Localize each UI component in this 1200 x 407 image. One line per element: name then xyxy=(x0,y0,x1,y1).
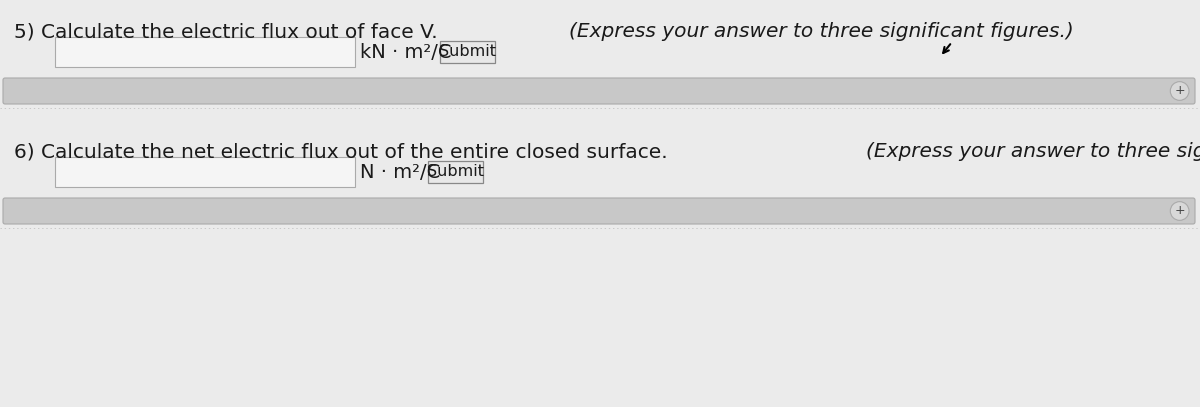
Text: (Express your answer to three significant figures.): (Express your answer to three significan… xyxy=(865,142,1200,161)
Text: kN · m²/C: kN · m²/C xyxy=(360,42,451,61)
Text: 5) Calculate the electric flux out of face V.: 5) Calculate the electric flux out of fa… xyxy=(14,22,444,41)
FancyBboxPatch shape xyxy=(2,198,1195,224)
FancyBboxPatch shape xyxy=(428,161,482,183)
Text: 6) Calculate the net electric flux out of the entire closed surface.: 6) Calculate the net electric flux out o… xyxy=(14,142,674,161)
Text: +: + xyxy=(1175,204,1184,217)
Text: Submit: Submit xyxy=(439,44,496,59)
Text: N · m²/C: N · m²/C xyxy=(360,162,440,182)
Circle shape xyxy=(1170,201,1189,220)
FancyBboxPatch shape xyxy=(55,157,355,187)
Text: Submit: Submit xyxy=(427,164,484,179)
FancyBboxPatch shape xyxy=(55,37,355,67)
Text: +: + xyxy=(1175,85,1184,98)
Text: (Express your answer to three significant figures.): (Express your answer to three significan… xyxy=(569,22,1074,41)
FancyBboxPatch shape xyxy=(2,78,1195,104)
FancyBboxPatch shape xyxy=(440,41,496,63)
Circle shape xyxy=(1170,82,1189,101)
